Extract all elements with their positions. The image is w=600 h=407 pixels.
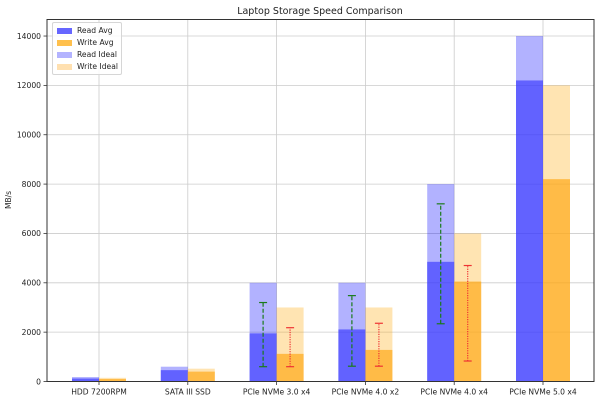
x-tick-label: PCIe NVMe 3.0 x4 bbox=[243, 388, 311, 397]
x-tick-label: PCIe NVMe 4.0 x2 bbox=[332, 388, 400, 397]
write-avg-bar bbox=[276, 353, 304, 382]
write-error-bar bbox=[463, 264, 472, 362]
x-tick-label: HDD 7200RPM bbox=[71, 388, 127, 397]
legend: Read Avg Write Avg Read Ideal Write Idea… bbox=[52, 22, 122, 75]
bars bbox=[72, 36, 570, 382]
read-error-bar bbox=[436, 203, 445, 325]
write-error-bar bbox=[286, 327, 295, 368]
x-tick-label: PCIe NVMe 5.0 x4 bbox=[509, 388, 577, 397]
write-avg-swatch bbox=[57, 40, 72, 46]
legend-item-write-avg: Write Avg bbox=[57, 38, 114, 48]
read-avg-bar bbox=[160, 370, 188, 382]
read-avg-swatch bbox=[57, 28, 72, 34]
error-bars bbox=[259, 203, 472, 368]
y-axis-label: MB/s bbox=[4, 191, 13, 209]
y-tick-label: 8000 bbox=[22, 180, 41, 189]
legend-item-read-avg: Read Avg bbox=[57, 26, 113, 36]
y-tick-label: 0 bbox=[36, 377, 41, 386]
y-tick-label: 12000 bbox=[17, 81, 41, 90]
write-avg-bar bbox=[543, 179, 570, 382]
x-tick-label: SATA III SSD bbox=[165, 388, 211, 397]
gridlines bbox=[47, 19, 594, 382]
read-error-bar bbox=[347, 295, 356, 367]
read-error-bar bbox=[259, 301, 268, 368]
legend-label: Read Avg bbox=[77, 26, 113, 35]
y-tick-label: 4000 bbox=[22, 279, 41, 288]
read-avg-bar bbox=[516, 80, 543, 382]
axes: 0 2000 4000 6000 8000 10000 12000 14000 HDD 7200… bbox=[17, 19, 595, 397]
write-avg-bar bbox=[187, 371, 215, 382]
legend-item-write-ideal: Write Ideal bbox=[57, 62, 118, 72]
y-tick-label: 10000 bbox=[17, 131, 41, 140]
read-ideal-swatch bbox=[57, 52, 72, 58]
legend-item-read-ideal: Read Ideal bbox=[57, 50, 117, 60]
y-tick-label: 14000 bbox=[17, 32, 41, 41]
write-ideal-swatch bbox=[57, 64, 72, 70]
y-tick-label: 6000 bbox=[22, 229, 41, 238]
read-avg-bar bbox=[72, 378, 99, 382]
y-tick-label: 2000 bbox=[22, 328, 41, 337]
write-avg-bar bbox=[99, 379, 126, 382]
write-error-bar bbox=[374, 322, 383, 367]
x-tick-label: PCIe NVMe 4.0 x4 bbox=[420, 388, 488, 397]
legend-label: Write Avg bbox=[77, 38, 114, 47]
legend-label: Write Ideal bbox=[77, 62, 118, 71]
chart-title: Laptop Storage Speed Comparison bbox=[237, 6, 403, 17]
legend-label: Read Ideal bbox=[77, 50, 117, 59]
read-avg-bar bbox=[338, 329, 366, 382]
